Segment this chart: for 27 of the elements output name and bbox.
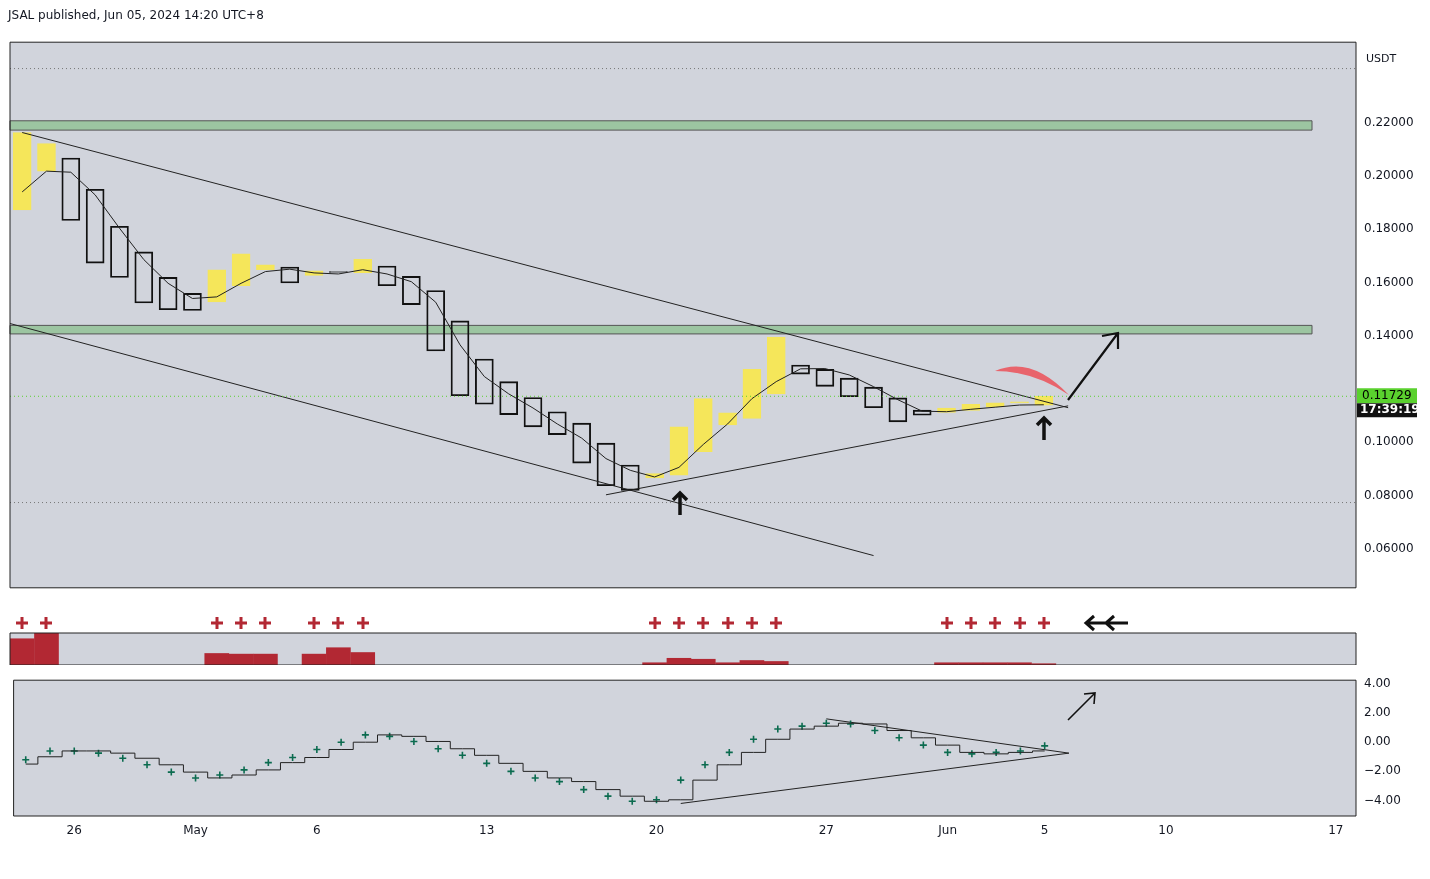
y-tick-label: 0.00	[1364, 734, 1391, 749]
x-tick-label: 20	[648, 823, 665, 838]
chart-title: JSAL published, Jun 05, 2024 14:20 UTC+8	[8, 8, 265, 24]
y-tick-label: −4.00	[1364, 792, 1401, 807]
x-tick-label: 26	[66, 823, 82, 838]
x-tick-label: Jun	[937, 823, 957, 838]
x-tick-label: 6	[313, 823, 321, 838]
y-tick-label: 0.06000	[1364, 541, 1414, 556]
y-tick-label: 4.00	[1364, 675, 1391, 690]
y-tick-label: 0.22000	[1364, 114, 1414, 129]
x-tick-label: 10	[1158, 823, 1174, 838]
y-tick-label: 0.08000	[1364, 487, 1414, 502]
x-tick-label: 27	[818, 823, 834, 838]
y-tick-label: 2.00	[1364, 705, 1391, 720]
y-tick-label: 0.10000	[1364, 434, 1414, 449]
x-tick-label: 13	[479, 823, 495, 838]
x-tick-label: 5	[1040, 823, 1049, 838]
x-tick-label: May	[183, 823, 208, 838]
ref-line-label: 0.11729	[1362, 388, 1412, 403]
x-tick-label: 17	[1328, 823, 1344, 838]
y-tick-label: 0.16000	[1364, 274, 1414, 289]
y-tick-label: 0.14000	[1364, 327, 1414, 342]
y-tick-label: −2.00	[1364, 763, 1401, 778]
text: USDT	[1366, 52, 1397, 66]
y-tick-label: 0.20000	[1364, 168, 1414, 183]
y-tick-label: 0.18000	[1364, 221, 1414, 236]
text: 17:39:19	[1360, 402, 1420, 417]
